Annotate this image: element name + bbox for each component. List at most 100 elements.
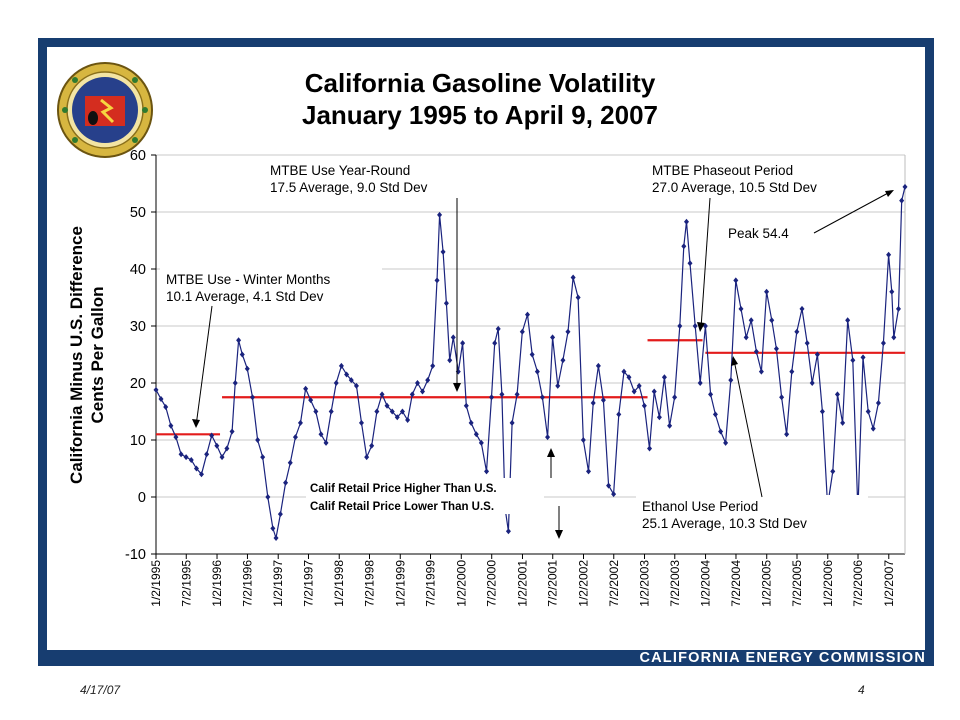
data-point bbox=[773, 345, 779, 352]
x-tick-labels: 1/2/1995 7/2/1995 1/2/1996 7/2/1996 1/2/1997… bbox=[149, 560, 896, 607]
annotation-phaseout-title: MTBE Phaseout Period bbox=[652, 163, 793, 178]
y-tick-label: 20 bbox=[130, 376, 146, 392]
data-point bbox=[590, 399, 596, 406]
data-point bbox=[492, 340, 498, 347]
data-point bbox=[358, 419, 364, 426]
data-point bbox=[308, 397, 314, 404]
data-point bbox=[616, 411, 622, 418]
data-point bbox=[229, 428, 235, 435]
data-point bbox=[514, 391, 520, 398]
x-tick-label: 7/2/1998 bbox=[362, 560, 376, 607]
data-point bbox=[244, 365, 250, 372]
annotation-winter-arrowhead bbox=[192, 419, 200, 428]
data-point bbox=[364, 454, 370, 461]
data-point bbox=[384, 402, 390, 409]
annotation-ethanol-arrowhead bbox=[731, 356, 738, 366]
annotation-higher-label: Calif Retail Price Higher Than U.S. bbox=[310, 483, 497, 495]
data-point bbox=[374, 408, 380, 415]
annotation-peak: Peak 54.4 bbox=[722, 190, 894, 244]
annotation-yearround: MTBE Use Year-Round 17.5 Average, 9.0 St… bbox=[270, 163, 461, 392]
data-point bbox=[733, 277, 739, 284]
data-point bbox=[575, 294, 581, 301]
data-point bbox=[369, 442, 375, 449]
data-point bbox=[667, 422, 673, 429]
data-point bbox=[769, 317, 775, 324]
data-point bbox=[232, 380, 238, 386]
series-volatility bbox=[153, 183, 908, 542]
chart-title-line1: California Gasoline Volatility bbox=[305, 68, 656, 98]
data-point bbox=[425, 377, 431, 384]
x-tick-label: 1/2/2001 bbox=[515, 560, 529, 607]
annotation-phaseout-arrow bbox=[700, 197, 711, 329]
data-point bbox=[236, 337, 242, 344]
data-point bbox=[834, 391, 840, 398]
data-point bbox=[681, 243, 687, 250]
data-point bbox=[845, 317, 851, 324]
data-point bbox=[193, 465, 199, 472]
annotation-winter-arrow bbox=[195, 305, 213, 427]
data-point bbox=[814, 351, 820, 358]
data-point bbox=[580, 437, 586, 443]
footer-date: 4/17/07 bbox=[80, 683, 121, 697]
data-point bbox=[430, 362, 436, 369]
data-point bbox=[473, 431, 479, 438]
data-point bbox=[677, 323, 683, 329]
annotation-winter: MTBE Use - Winter Months 10.1 Average, 4… bbox=[160, 268, 382, 428]
y-tick-label: 50 bbox=[130, 205, 146, 221]
x-tick-label: 1/2/2002 bbox=[576, 560, 590, 607]
y-tick-label: 40 bbox=[130, 262, 146, 278]
data-point bbox=[794, 328, 800, 335]
data-point bbox=[499, 391, 505, 398]
data-point bbox=[661, 374, 667, 381]
x-tick-label: 7/2/2002 bbox=[607, 560, 621, 607]
x-tick-label: 7/2/1995 bbox=[179, 560, 193, 607]
data-point bbox=[529, 351, 535, 358]
data-point bbox=[708, 391, 714, 398]
data-point bbox=[443, 300, 449, 307]
annotation-ethanol-arrow bbox=[733, 359, 763, 498]
data-point bbox=[850, 357, 856, 364]
data-point bbox=[333, 380, 339, 386]
data-point bbox=[738, 305, 744, 312]
data-point bbox=[437, 211, 443, 218]
data-point bbox=[611, 491, 617, 498]
x-tick-label: 1/2/2007 bbox=[882, 560, 896, 607]
axes bbox=[151, 154, 906, 559]
data-point bbox=[484, 468, 490, 475]
data-point bbox=[550, 334, 556, 341]
data-point bbox=[188, 456, 194, 463]
annotation-ethanol: Ethanol Use Period 25.1 Average, 10.3 St… bbox=[636, 356, 868, 533]
data-point bbox=[478, 439, 484, 446]
chart-title-line2: January 1995 to April 9, 2007 bbox=[302, 100, 658, 130]
data-point bbox=[784, 431, 790, 438]
data-point bbox=[891, 334, 897, 341]
annotation-yearround-stats: 17.5 Average, 9.0 Std Dev bbox=[270, 180, 428, 195]
data-point bbox=[830, 468, 836, 475]
data-point bbox=[560, 357, 566, 364]
data-point bbox=[313, 408, 319, 415]
x-tick-label: 1/2/2006 bbox=[821, 560, 835, 607]
data-point bbox=[718, 428, 724, 435]
x-tick-label: 7/2/2005 bbox=[790, 560, 804, 607]
average-lines bbox=[156, 339, 905, 436]
data-point bbox=[534, 368, 540, 375]
x-tick-label: 7/2/2004 bbox=[729, 560, 743, 607]
data-point bbox=[764, 288, 770, 295]
x-tick-label: 1/2/1995 bbox=[149, 560, 163, 607]
x-tick-label: 7/2/2003 bbox=[668, 560, 682, 607]
data-point bbox=[318, 431, 324, 438]
y-tick-label: 60 bbox=[130, 148, 146, 164]
data-point bbox=[450, 334, 456, 341]
data-point bbox=[626, 374, 632, 381]
x-tick-label: 7/2/1997 bbox=[301, 560, 315, 607]
data-point bbox=[683, 218, 689, 225]
annotation-lower-arrowhead bbox=[555, 530, 563, 539]
data-point bbox=[338, 362, 344, 369]
data-point bbox=[239, 351, 245, 358]
data-point bbox=[198, 471, 204, 478]
x-tick-label: 1/2/2004 bbox=[699, 560, 713, 607]
annotation-price-direction: Calif Retail Price Higher Than U.S. Cali… bbox=[306, 448, 563, 539]
data-point bbox=[209, 432, 215, 439]
data-point bbox=[595, 362, 601, 369]
